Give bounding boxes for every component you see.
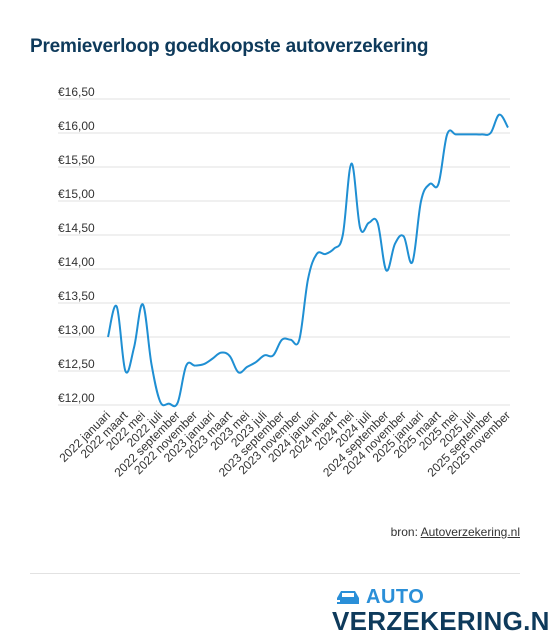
- divider: [30, 573, 520, 574]
- y-tick-label: €12,50: [58, 357, 95, 371]
- y-tick-label: €14,00: [58, 255, 95, 269]
- y-tick-label: €15,50: [58, 153, 95, 167]
- y-tick-label: €16,00: [58, 119, 95, 133]
- line-chart: €12,00 €12,50 €13,00 €13,50 €14,00 €14,50 €15,…: [57, 85, 514, 480]
- logo-text-top: AUTO: [366, 586, 425, 608]
- brand-logo[interactable]: AUTO VERZEKERING.NL: [332, 586, 550, 636]
- y-axis-ticks: €12,00 €12,50 €13,00 €13,50 €14,00 €14,50 €15,…: [58, 85, 95, 405]
- y-tick-label: €14,50: [58, 221, 95, 235]
- logo-text-bottom: VERZEKERING.NL: [332, 606, 550, 636]
- series-line: [107, 113, 509, 408]
- car-icon: [334, 591, 359, 604]
- source-note: bron: Autoverzekering.nl: [391, 525, 520, 539]
- grid-lines: [58, 98, 510, 406]
- source-link[interactable]: Autoverzekering.nl: [420, 525, 520, 539]
- chart-title: Premieverloop goedkoopste autoverzekerin…: [30, 36, 429, 57]
- y-tick-label: €12,00: [58, 391, 95, 405]
- y-tick-label: €13,50: [58, 289, 95, 303]
- series-layer: [107, 113, 509, 408]
- y-tick-label: €16,50: [58, 85, 95, 99]
- y-tick-label: €15,00: [58, 187, 95, 201]
- y-tick-label: €13,00: [58, 323, 95, 337]
- source-prefix: bron:: [390, 525, 421, 539]
